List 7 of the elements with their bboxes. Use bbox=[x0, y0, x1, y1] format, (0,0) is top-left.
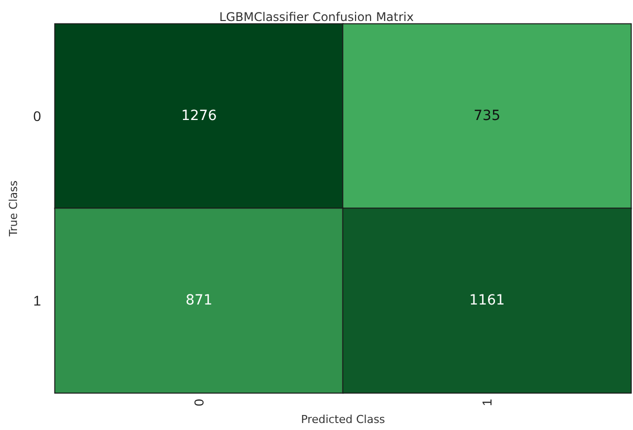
y-axis-title: True Class bbox=[7, 180, 20, 238]
data-label: 1276 bbox=[181, 108, 217, 124]
data-label: 735 bbox=[474, 108, 500, 124]
chart-title: LGBMClassifier Confusion Matrix bbox=[219, 10, 414, 24]
data-label: 1161 bbox=[469, 292, 505, 309]
x-axis-title: Predicted Class bbox=[300, 413, 386, 426]
data-label: 871 bbox=[186, 292, 212, 309]
